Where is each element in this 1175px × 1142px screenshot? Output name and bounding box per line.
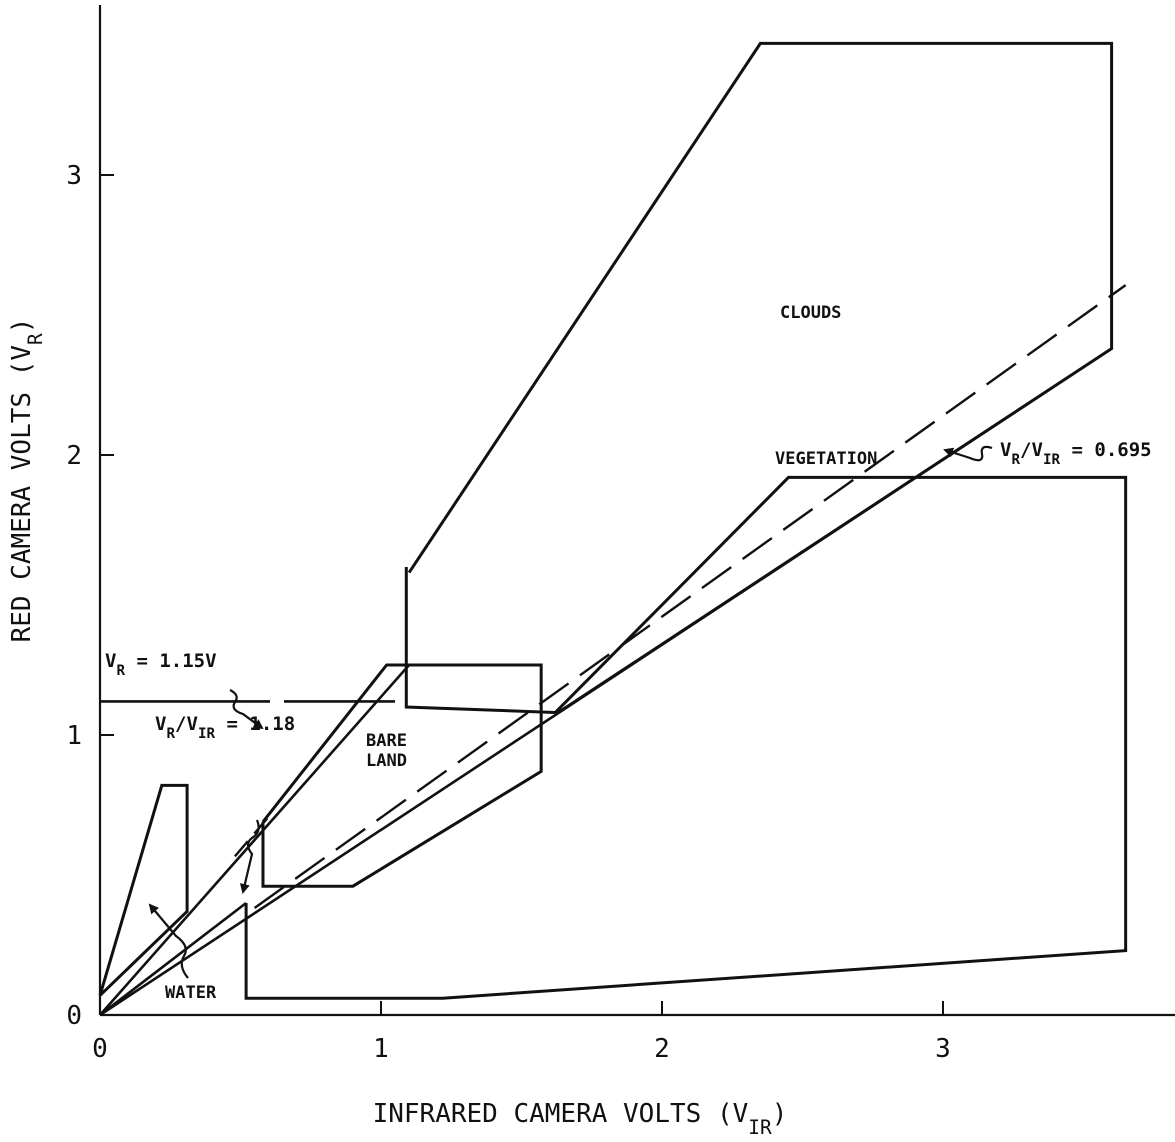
clouds-label: CLOUDS — [780, 303, 841, 323]
bare-land-label: BARE — [366, 731, 407, 751]
boundary-line — [99, 664, 411, 1016]
x-tick-label: 3 — [935, 1034, 951, 1064]
x-tick-label: 1 — [373, 1034, 389, 1064]
ratio-118-line — [233, 815, 270, 858]
vegetation-region — [244, 475, 1128, 1000]
x-tick-label: 0 — [92, 1034, 108, 1064]
water-leader — [148, 903, 189, 979]
ratio-118-label: VR/VIR = 1.18 — [155, 713, 295, 742]
vr-115-leader — [229, 689, 264, 730]
axes: 0 1 2 3 0 1 2 3 — [66, 5, 1175, 1064]
bare-land-region — [261, 663, 543, 888]
regions — [98, 41, 1128, 1000]
y-tick-label: 1 — [66, 721, 82, 751]
vr-115-label: VR = 1.15V — [105, 650, 217, 679]
x-axis-title: INFRARED CAMERA VOLTS (VIR) — [373, 1099, 788, 1139]
water-region — [98, 783, 189, 997]
vegetation-label: VEGETATION — [775, 449, 877, 469]
y-tick-label: 3 — [66, 161, 82, 191]
water-label: WATER — [165, 983, 217, 1003]
x-tick-label: 2 — [654, 1034, 670, 1064]
boundary-line — [99, 901, 247, 1017]
ratio-0695-label: VR/VIR = 0.695 — [1000, 439, 1152, 468]
chart-labels: INFRARED CAMERA VOLTS (VIR) RED CAMERA VO… — [7, 303, 1152, 1139]
y-axis-title: RED CAMERA VOLTS (VR) — [7, 318, 47, 643]
ratio-0695-leader — [943, 445, 993, 462]
clouds-region — [404, 41, 1114, 715]
reference-lines — [99, 284, 1127, 1017]
ratio-0695-line — [253, 284, 1127, 909]
y-tick-label: 0 — [66, 1001, 82, 1031]
boundary-line — [99, 347, 1113, 1017]
y-tick-label: 2 — [66, 441, 82, 471]
ratio-118-leader — [239, 819, 260, 894]
bare-land-label-2: LAND — [366, 751, 407, 771]
